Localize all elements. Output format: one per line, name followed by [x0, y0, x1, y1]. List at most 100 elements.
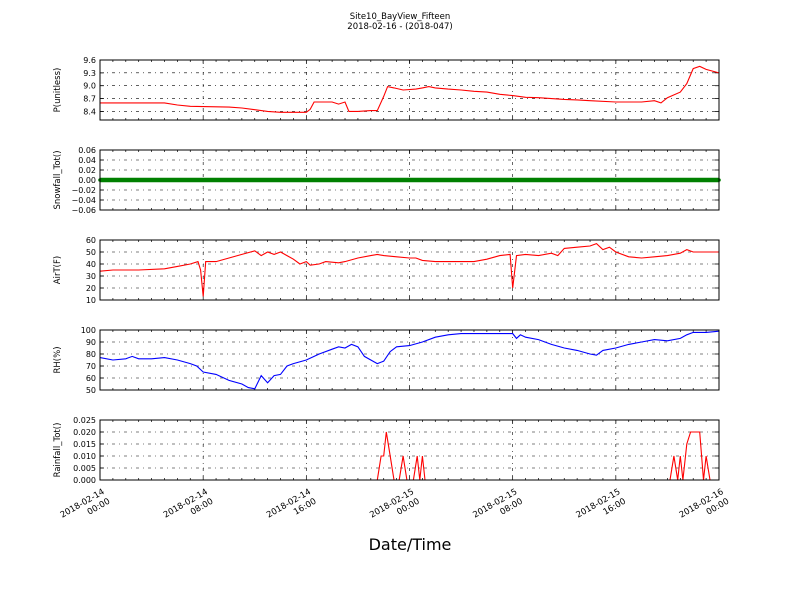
- data-point: [436, 178, 441, 182]
- y-tick-label: 9.6: [83, 56, 96, 65]
- data-point: [646, 178, 650, 182]
- data-point: [530, 178, 534, 182]
- data-point: [459, 178, 463, 182]
- data-point: [394, 178, 399, 182]
- y-tick-label: 8.4: [83, 107, 96, 116]
- data-point: [391, 178, 396, 182]
- y-tick-label: 40: [86, 260, 96, 269]
- data-point: [488, 178, 492, 182]
- data-point: [169, 178, 173, 182]
- data-point: [294, 178, 299, 182]
- data-point: [626, 178, 631, 182]
- data-point: [491, 178, 496, 182]
- data-point: [162, 178, 167, 182]
- y-tick-label: 9.0: [83, 82, 96, 91]
- y-tick-label: 0.015: [73, 440, 96, 449]
- data-point: [443, 178, 447, 182]
- x-ticks-layer: 2018-02-1400:00 2018-02-1408:00 2018-02-14…: [59, 487, 731, 530]
- x-tick-label: 2018-02-1508:00: [471, 487, 524, 530]
- data-point: [662, 178, 666, 182]
- y-tick-label: 9.3: [83, 69, 96, 78]
- data-point: [236, 178, 241, 182]
- data-point: [136, 178, 141, 182]
- data-point: [269, 178, 273, 182]
- data-point: [578, 178, 583, 182]
- data-point: [243, 178, 247, 182]
- y-tick-label: 0.04: [78, 156, 96, 165]
- data-point: [655, 178, 660, 182]
- data-point: [475, 178, 480, 182]
- y-axis-label: P(unitless): [53, 68, 63, 113]
- y-tick-label: 60: [86, 236, 96, 245]
- data-point: [385, 178, 389, 182]
- y-tick-label: 0.00: [78, 176, 96, 185]
- data-point: [594, 178, 599, 182]
- data-point: [301, 178, 305, 182]
- data-point: [310, 178, 315, 182]
- data-point: [304, 178, 309, 182]
- data-point: [291, 178, 296, 182]
- y-tick-label: 10: [86, 296, 96, 305]
- data-point: [223, 178, 228, 182]
- data-point: [398, 178, 402, 182]
- data-point: [201, 178, 205, 182]
- data-point: [204, 178, 209, 182]
- data-point: [565, 178, 570, 182]
- data-point: [307, 178, 312, 182]
- data-point: [430, 178, 434, 182]
- y-tick-label: 20: [86, 284, 96, 293]
- data-point: [404, 178, 409, 182]
- data-point: [639, 178, 644, 182]
- y-tick-label: 80: [86, 350, 96, 359]
- data-point: [694, 178, 699, 182]
- data-point: [285, 178, 289, 182]
- data-point: [330, 178, 334, 182]
- data-point: [556, 178, 560, 182]
- data-point: [107, 178, 112, 182]
- y-tick-label: −0.06: [71, 206, 96, 215]
- panel-frame: [99, 419, 720, 481]
- y-tick-label: 0.02: [78, 166, 96, 175]
- panel-3: 100 90 80 70 60 50 RH(%): [53, 326, 720, 395]
- data-point: [652, 178, 657, 182]
- data-point: [523, 178, 528, 182]
- y-tick-label: −0.04: [71, 196, 96, 205]
- y-tick-label: 0.06: [78, 146, 96, 155]
- y-tick-label: 50: [86, 386, 96, 395]
- data-point: [104, 178, 109, 182]
- data-point: [533, 178, 538, 182]
- data-point: [707, 178, 712, 182]
- data-point: [588, 178, 592, 182]
- data-point: [520, 178, 525, 182]
- data-point: [630, 178, 634, 182]
- data-point: [356, 178, 360, 182]
- data-point: [607, 178, 612, 182]
- data-point: [581, 178, 586, 182]
- data-point: [597, 178, 602, 182]
- data-point: [339, 178, 344, 182]
- data-point: [681, 178, 686, 182]
- panel-frame: [99, 59, 720, 121]
- data-point: [165, 178, 170, 182]
- data-point: [481, 178, 486, 182]
- data-point: [472, 178, 476, 182]
- data-point: [665, 178, 670, 182]
- data-point: [217, 178, 222, 182]
- data-point: [543, 178, 547, 182]
- data-point: [352, 178, 357, 182]
- y-tick-label: 30: [86, 272, 96, 281]
- data-point: [262, 178, 267, 182]
- data-point: [668, 178, 673, 182]
- data-point: [485, 178, 489, 182]
- data-point: [697, 178, 702, 182]
- data-point: [320, 178, 325, 182]
- y-tick-label: 8.7: [83, 95, 96, 104]
- data-point: [688, 178, 692, 182]
- data-point: [388, 178, 392, 182]
- data-point: [675, 178, 679, 182]
- data-point: [272, 178, 276, 182]
- data-point: [365, 178, 370, 182]
- data-point: [659, 178, 663, 182]
- data-point: [407, 178, 412, 182]
